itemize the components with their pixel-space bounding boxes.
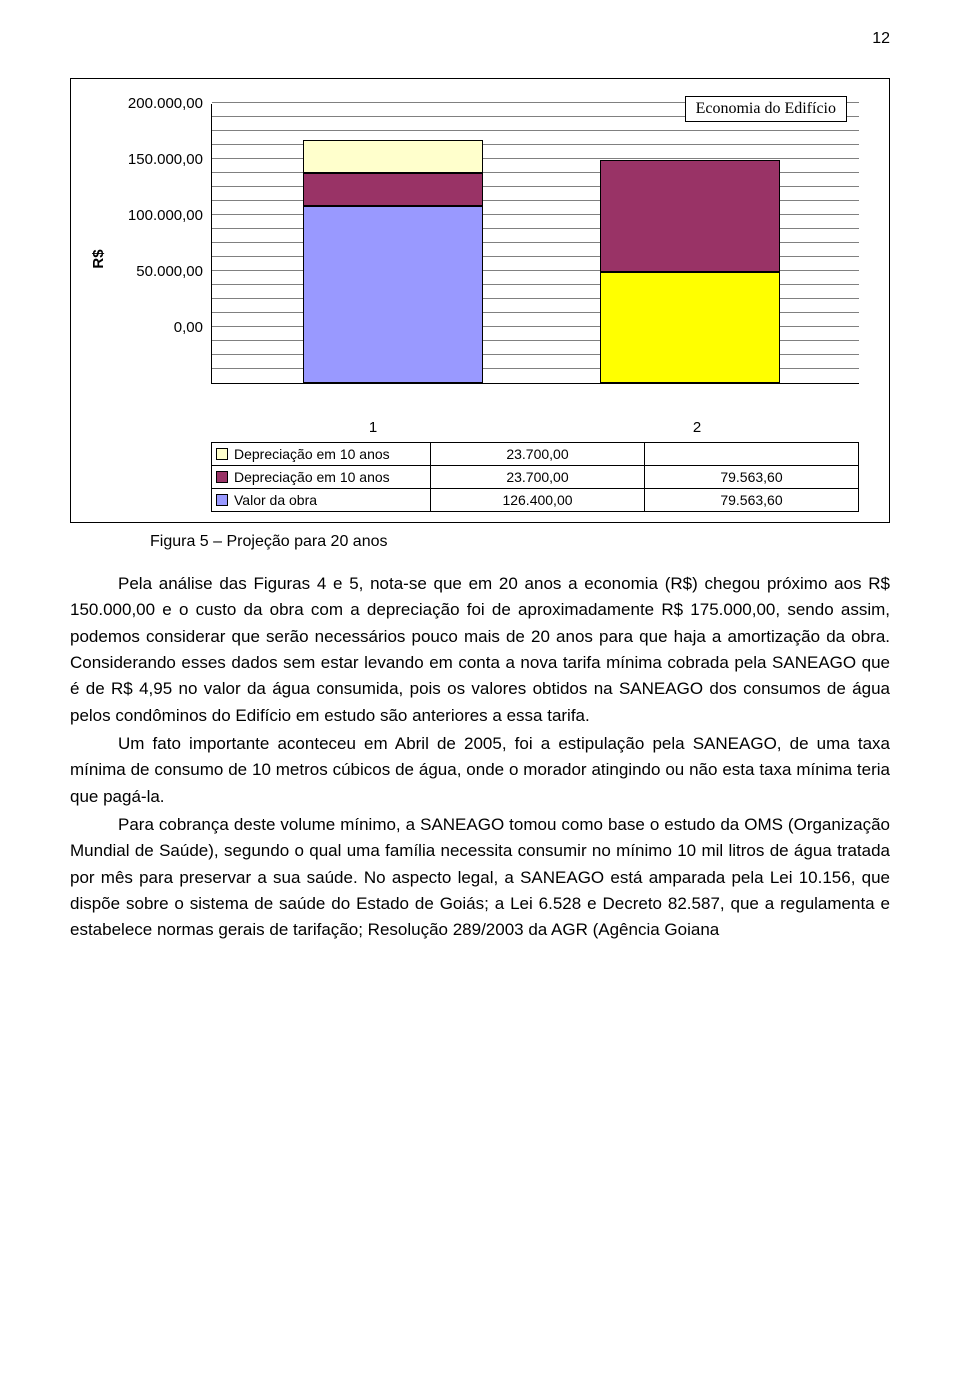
paragraph: Para cobrança deste volume mínimo, a SAN… [70, 812, 890, 944]
bar-group-2 [600, 160, 780, 383]
bar-segment [303, 140, 483, 173]
page-number: 12 [70, 30, 890, 48]
bar-segment [600, 272, 780, 383]
table-row: Depreciação em 10 anos 23.700,00 [211, 442, 859, 465]
chart-caption: Figura 5 – Projeção para 20 anos [150, 533, 890, 551]
x-label-2: 2 [535, 414, 859, 436]
paragraph: Pela análise das Figuras 4 e 5, nota-se … [70, 571, 890, 729]
table-cell: 126.400,00 [431, 489, 645, 511]
swatch-icon [216, 494, 228, 506]
series-name: Depreciação em 10 anos [234, 446, 390, 462]
series-label: Valor da obra [211, 489, 431, 511]
bar-segment [600, 160, 780, 271]
chart-frame: R$ 200.000,00 150.000,00 100.000,00 50.0… [70, 78, 890, 523]
bar-segment [303, 173, 483, 206]
series-label: Depreciação em 10 anos [211, 443, 431, 465]
swatch-icon [216, 471, 228, 483]
y-tick: 0,00 [174, 328, 211, 384]
swatch-icon [216, 448, 228, 460]
series-name: Valor da obra [234, 492, 317, 508]
bar-segment [303, 206, 483, 383]
legend-box: Economia do Edifício [685, 96, 847, 122]
bar-group-1 [303, 140, 483, 383]
series-label: Depreciação em 10 anos [211, 466, 431, 488]
table-cell: 23.700,00 [431, 443, 645, 465]
paragraph: Um fato importante aconteceu em Abril de… [70, 731, 890, 810]
chart-data-table: Depreciação em 10 anos 23.700,00 Depreci… [211, 442, 859, 512]
plot-area: Economia do Edifício [211, 104, 859, 384]
chart-area: R$ 200.000,00 150.000,00 100.000,00 50.0… [101, 104, 859, 414]
table-cell: 79.563,60 [645, 489, 859, 511]
table-row: Depreciação em 10 anos 23.700,00 79.563,… [211, 465, 859, 488]
table-cell: 23.700,00 [431, 466, 645, 488]
x-label-1: 1 [211, 414, 535, 436]
y-axis: R$ 200.000,00 150.000,00 100.000,00 50.0… [101, 104, 211, 414]
y-axis-label: R$ [90, 249, 107, 268]
x-axis-labels: 1 2 [211, 414, 859, 436]
body-text: Pela análise das Figuras 4 e 5, nota-se … [70, 571, 890, 944]
table-row: Valor da obra 126.400,00 79.563,60 [211, 488, 859, 512]
table-cell [645, 443, 859, 465]
series-name: Depreciação em 10 anos [234, 469, 390, 485]
table-cell: 79.563,60 [645, 466, 859, 488]
